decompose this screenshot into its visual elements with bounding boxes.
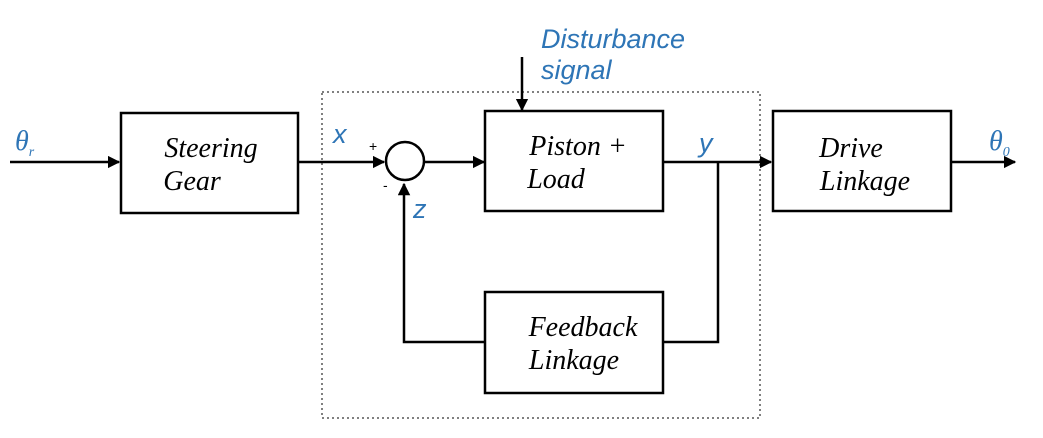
minus-sign: - xyxy=(383,177,388,193)
feedback-path-in xyxy=(397,182,485,344)
input-theta-label: θr xyxy=(15,126,35,160)
disturbance-label-1: Disturbance xyxy=(541,24,685,54)
z-label: z xyxy=(412,194,427,224)
y-label: y xyxy=(697,128,714,158)
piston-load-label-2: Load xyxy=(526,164,586,195)
output-theta-label: θ0 xyxy=(989,126,1010,160)
feedback-path-out xyxy=(663,162,720,344)
steering-gear-label-1: Steering xyxy=(164,133,257,164)
disturbance-label-2: signal xyxy=(541,55,613,85)
subsystem-boundary xyxy=(321,91,761,419)
piston-load-block: Piston + Load xyxy=(483,109,665,213)
x-label: x xyxy=(331,119,348,149)
plus-sign: + xyxy=(369,138,377,154)
drive-linkage-label-1: Drive xyxy=(818,133,883,164)
drive-linkage-label-2: Linkage xyxy=(819,166,910,197)
summing-junction xyxy=(384,140,426,182)
steering-gear-block: Steering Gear xyxy=(119,111,300,215)
piston-load-label-1: Piston + xyxy=(528,131,626,162)
steering-gear-label-2: Gear xyxy=(163,166,221,197)
drive-linkage-block: Drive Linkage xyxy=(771,109,953,213)
feedback-linkage-block: Feedback Linkage xyxy=(483,290,665,395)
feedback-linkage-label-2: Linkage xyxy=(528,345,619,376)
feedback-linkage-label-1: Feedback xyxy=(528,312,638,343)
